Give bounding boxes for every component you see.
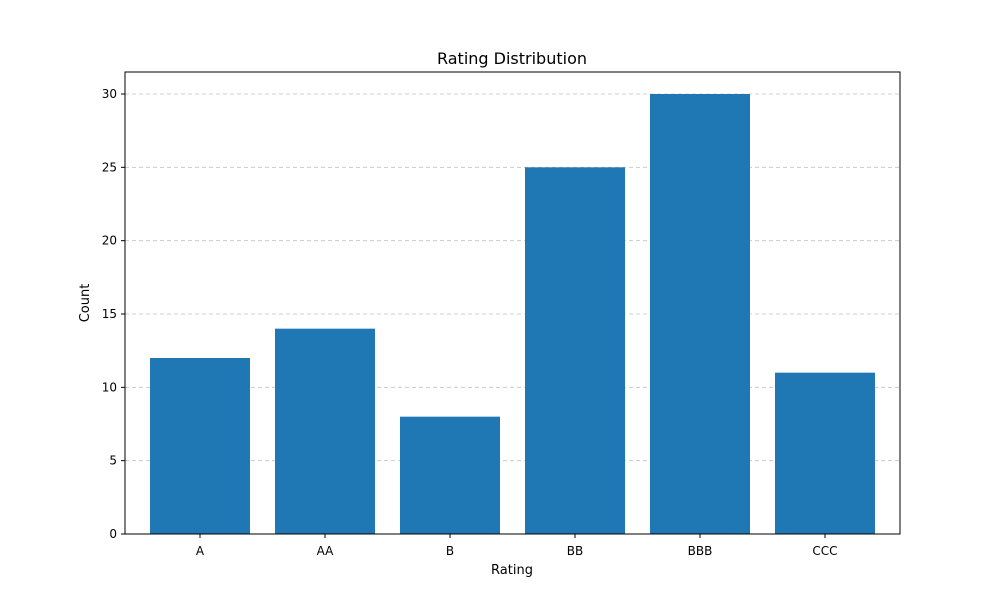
y-tick-label-20: 20 (102, 234, 117, 248)
y-tick-label-30: 30 (102, 87, 117, 101)
x-tick-label-ccc: CCC (812, 544, 837, 558)
bar-ccc (775, 372, 875, 534)
x-axis-label: Rating (491, 563, 533, 578)
bar-a (150, 358, 250, 534)
y-tick-label-0: 0 (109, 527, 117, 541)
x-tick-label-a: A (196, 544, 205, 558)
x-tick-label-aa: AA (317, 544, 335, 558)
chart-title: Rating Distribution (437, 49, 587, 68)
bar-aa (275, 328, 375, 534)
y-tick-label-15: 15 (102, 307, 117, 321)
bar-bbb (650, 94, 750, 534)
bars (150, 94, 875, 535)
plot-frame (124, 71, 901, 535)
y-tick-label-25: 25 (102, 160, 117, 174)
x-axis-ticks: A AA B BB BBB CCC (196, 534, 838, 558)
y-axis-label: Count (78, 284, 93, 323)
x-tick-label-bb: BB (567, 544, 583, 558)
bar-b (400, 416, 500, 534)
y-axis-ticks: 0 5 10 15 20 25 30 (102, 87, 125, 541)
bar-bb (525, 167, 625, 535)
gridlines (125, 93, 900, 462)
x-tick-label-b: B (446, 544, 454, 558)
y-tick-label-10: 10 (102, 380, 117, 394)
y-tick-label-5: 5 (109, 454, 117, 468)
x-tick-label-bbb: BBB (688, 544, 713, 558)
